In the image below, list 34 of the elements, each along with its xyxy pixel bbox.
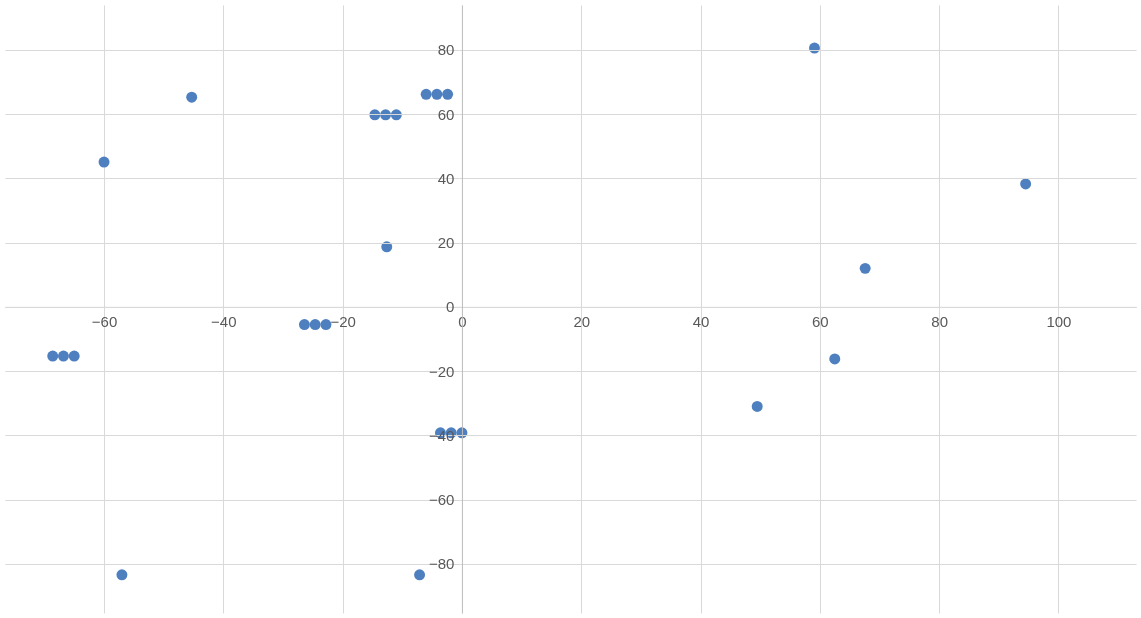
y-tick-label: 20 bbox=[437, 234, 455, 252]
point bbox=[57, 350, 69, 362]
x-tick-label: −40 bbox=[211, 313, 237, 331]
y-tick-label: −20 bbox=[428, 362, 455, 380]
point bbox=[859, 262, 871, 274]
x-tick-label: −60 bbox=[91, 313, 118, 331]
point bbox=[442, 88, 454, 100]
x-tick-label: 20 bbox=[573, 313, 591, 331]
point bbox=[431, 88, 443, 100]
x-tick-label: −20 bbox=[330, 313, 356, 331]
point bbox=[186, 91, 198, 103]
point bbox=[1020, 178, 1032, 190]
x-tick-label: 0 bbox=[458, 313, 467, 331]
point bbox=[298, 319, 310, 331]
y-tick-label: 60 bbox=[437, 105, 455, 123]
x-tick-label: 60 bbox=[812, 313, 829, 331]
point bbox=[320, 319, 332, 331]
y-tick-label: 40 bbox=[437, 169, 455, 187]
x-tick-label: 40 bbox=[692, 313, 710, 331]
point bbox=[68, 350, 80, 362]
y-tick-label: 80 bbox=[437, 41, 455, 59]
point bbox=[420, 88, 432, 100]
point bbox=[414, 569, 426, 581]
y-tick-label: 0 bbox=[446, 298, 455, 316]
point bbox=[116, 569, 128, 581]
point bbox=[309, 319, 321, 331]
point bbox=[751, 401, 763, 412]
y-tick-label: −80 bbox=[428, 555, 455, 573]
point bbox=[98, 156, 110, 168]
x-tick-label: 80 bbox=[931, 313, 948, 331]
point bbox=[47, 350, 59, 362]
x-tick-label: 100 bbox=[1046, 313, 1072, 331]
point bbox=[829, 353, 841, 365]
y-tick-label: −60 bbox=[428, 491, 455, 509]
